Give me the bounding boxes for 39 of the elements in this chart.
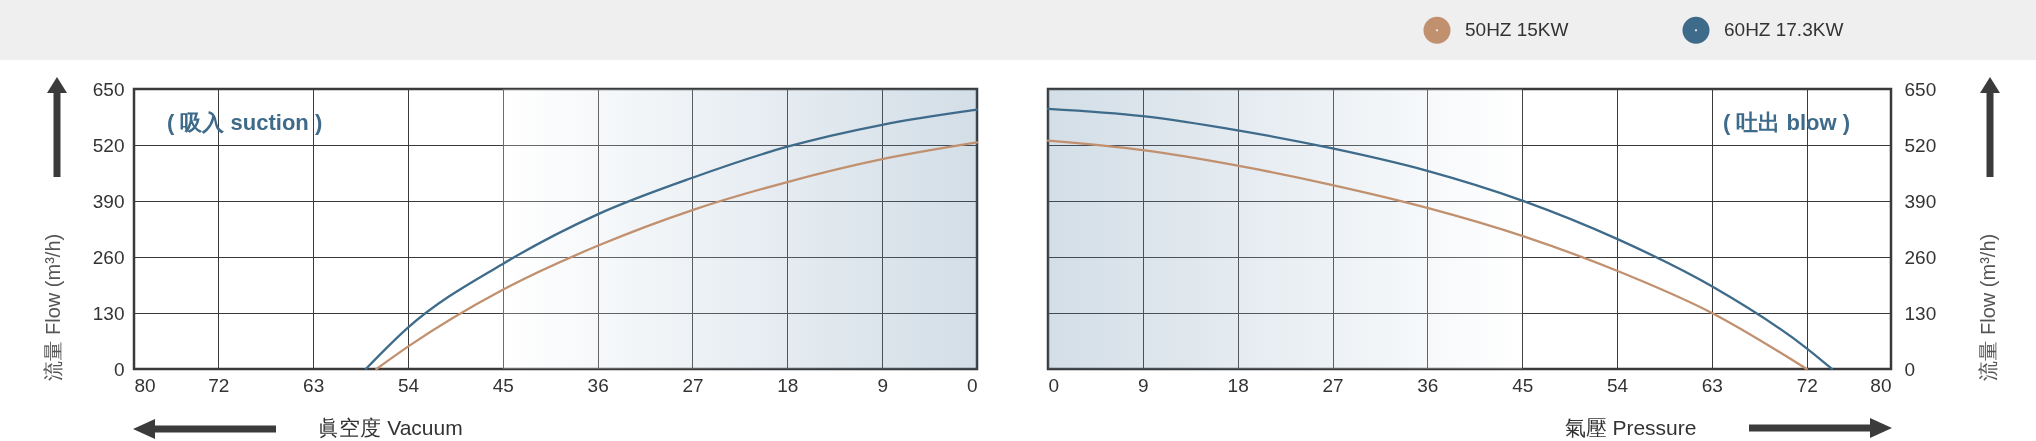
x-tick-label: 45	[492, 374, 514, 396]
y-tick-label: 0	[1904, 358, 1916, 380]
x-tick-label: 54	[1606, 374, 1629, 396]
legend-label: 50HZ 15KW	[1465, 19, 1569, 41]
x-tick-label: 72	[1796, 374, 1818, 396]
y-tick-label: 130	[92, 302, 125, 324]
y-tick-label: 130	[1904, 302, 1937, 324]
x-tick-label: 0	[966, 374, 978, 396]
x-axis-title: 眞空度 Vacuum	[318, 415, 463, 439]
x-tick-label: 0	[1048, 374, 1060, 396]
y-tick-label: 650	[92, 78, 125, 100]
x-tick-label: 18	[1227, 374, 1249, 396]
x-tick-label: 45	[1512, 374, 1534, 396]
line-series	[1046, 139, 1808, 371]
y-axis-title: 流量 Flow (m³/h)	[1976, 233, 1999, 381]
y-tick-label: 390	[92, 190, 125, 212]
y-tick-label: 520	[1904, 134, 1937, 156]
x-tick-label: 36	[1417, 374, 1439, 396]
x-tick-label: 18	[777, 374, 799, 396]
y-tick-label: 650	[1904, 78, 1937, 100]
x-tick-label: 27	[682, 374, 704, 396]
y-tick-label: 390	[1904, 190, 1937, 212]
y-axis-title: 流量 Flow (m³/h)	[41, 233, 64, 381]
legend-label: 60HZ 17.3KW	[1724, 19, 1844, 41]
x-tick-label: 54	[397, 374, 420, 396]
y-tick-label: 260	[92, 246, 125, 268]
y-tick-label: 0	[113, 358, 125, 380]
x-tick-label: 9	[1138, 374, 1149, 396]
x-tick-label: 72	[208, 374, 230, 396]
y-tick-label: 520	[92, 134, 125, 156]
x-tick-label: 63	[1701, 374, 1723, 396]
x-tick-label: 80	[134, 374, 156, 396]
x-tick-label: 63	[303, 374, 325, 396]
x-tick-label: 80	[1870, 374, 1892, 396]
y-tick-label: 260	[1904, 246, 1937, 268]
x-axis-title: 氣壓 Pressure	[1564, 415, 1697, 439]
x-tick-label: 27	[1322, 374, 1344, 396]
x-tick-label: 9	[877, 374, 888, 396]
x-tick-label: 36	[587, 374, 609, 396]
